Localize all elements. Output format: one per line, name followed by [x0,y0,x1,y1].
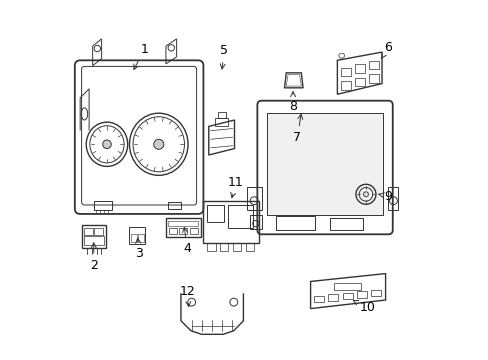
Text: 8: 8 [288,92,297,113]
Bar [203,202,258,243]
Bar [94,228,102,235]
Text: 1: 1 [134,43,148,69]
Text: 12: 12 [179,285,195,306]
Bar [275,216,315,230]
Bar [370,290,381,296]
Text: 9: 9 [378,190,391,203]
Bar [217,112,225,118]
Bar [246,187,261,210]
Bar [354,64,364,73]
Bar [356,292,366,298]
Ellipse shape [363,192,367,197]
Bar [368,61,378,69]
Text: 2: 2 [90,243,98,271]
Bar [167,202,181,209]
Bar [138,234,143,242]
Bar [313,296,324,302]
Bar [328,294,338,301]
Text: 10: 10 [353,300,375,314]
Bar [190,228,198,234]
Bar [387,187,398,210]
Ellipse shape [102,140,111,149]
Bar [94,202,111,210]
Bar [215,118,227,126]
Bar [84,228,93,235]
Text: 7: 7 [293,114,302,144]
Bar [82,225,106,248]
Bar [342,293,352,299]
Text: 6: 6 [380,41,391,59]
Bar [340,68,350,76]
Text: 4: 4 [182,228,191,255]
Bar [250,215,261,229]
Bar [329,218,363,230]
Bar [131,234,136,242]
Bar [368,74,378,83]
Bar [167,221,198,226]
Bar [333,283,360,290]
Bar [220,243,228,251]
Bar [340,81,350,90]
Bar [267,113,382,215]
Ellipse shape [153,139,163,149]
Bar [227,205,252,228]
Bar [179,228,187,234]
Bar [168,228,176,234]
Bar [206,243,215,251]
Bar [129,227,145,244]
Bar [245,243,254,251]
Text: 3: 3 [135,238,143,260]
Bar [206,204,224,222]
Text: 5: 5 [220,44,228,69]
Text: 11: 11 [227,176,244,198]
Bar [165,218,201,237]
Bar [354,78,364,86]
Bar [84,237,104,245]
Bar [232,243,241,251]
